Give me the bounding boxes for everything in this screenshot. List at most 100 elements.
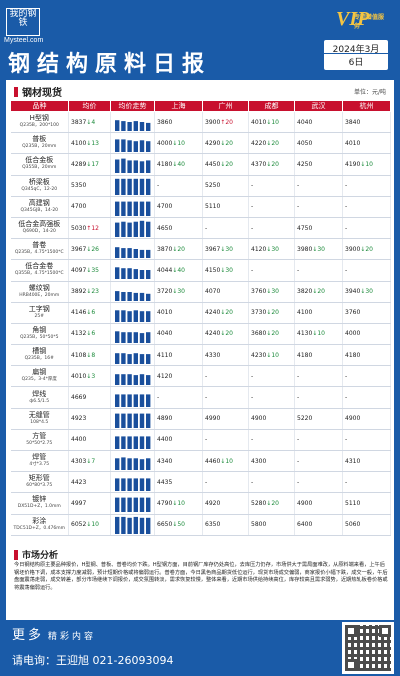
avg-price-cell: 4700 (68, 196, 111, 218)
trend-bar (115, 393, 120, 407)
trend-bar (133, 353, 138, 365)
city-price: 4920 (205, 499, 221, 507)
city-change: 30 (365, 288, 373, 296)
trend-bar (115, 498, 120, 513)
city-price-cell: - (294, 259, 343, 282)
city-price-cell: - (248, 471, 295, 494)
trend-sparkline (115, 310, 151, 322)
city-price-cell: 4750 (294, 217, 343, 240)
city-change: 30 (225, 245, 233, 253)
product-name-cell: 普板 Q235B，20mm (10, 132, 69, 155)
city-change: 30 (271, 245, 279, 253)
more-content-link[interactable]: 更多 精彩内容 (12, 624, 96, 643)
trend-bar (121, 374, 126, 386)
city-price-cell: 4400 (154, 429, 203, 452)
trend-bar (121, 436, 126, 449)
trend-bar (146, 498, 151, 513)
city-price: 4340 (157, 457, 173, 465)
city-price: 3870 (157, 245, 173, 253)
product-name-cell: 无缝管 108*4.5 (10, 408, 69, 430)
city-change: 10 (271, 351, 279, 359)
table-row: 普卷 Q235B，4.75*1500*C 3967↓26 3870↓20 3967↓30… (10, 238, 391, 261)
city-price: 4010 (157, 309, 173, 317)
city-price-cell: 4340 (154, 450, 203, 473)
city-price-cell: 4460↓10 (202, 450, 249, 473)
product-spec: Q235B，4.75*1500*C (14, 250, 64, 256)
trend-bar (139, 292, 145, 301)
trend-bar (139, 374, 145, 386)
trend-bar (127, 374, 132, 386)
trend-bar (146, 293, 151, 301)
city-price: 4460 (205, 457, 221, 465)
city-price: - (251, 436, 254, 444)
avg-price: 6052 (71, 521, 87, 529)
trend-chart-cell (110, 429, 155, 452)
trend-sparkline (115, 178, 151, 195)
avg-price-cell: 4146↓6 (68, 302, 111, 324)
trend-bar (139, 250, 145, 259)
trend-chart-cell (110, 344, 155, 367)
city-price: 4900 (345, 415, 361, 423)
city-price: 6350 (205, 521, 221, 529)
table-row: 扁钢 Q235，3-4*厚度 4010↓3 4120- - - - (10, 365, 391, 388)
avg-price-cell: 3967↓26 (68, 238, 111, 261)
column-header: 品种 (10, 100, 69, 112)
trend-sparkline (115, 159, 151, 174)
trend-bar (115, 374, 120, 386)
price-table: 品种 均价 均价走势 上海 广州 成都 武汉 杭州 H型钢 Q235B，200*100 3837↓… (10, 100, 391, 536)
avg-price-cell: 3892↓23 (68, 281, 111, 303)
trend-bar (139, 413, 145, 428)
product-name: 低合金卷 (25, 262, 54, 271)
change-arrow-icon: ↓ (266, 351, 272, 359)
city-price: 4435 (157, 478, 173, 486)
trend-bar (127, 222, 132, 238)
product-name-cell: 槽钢 Q235B，16# (10, 344, 69, 367)
trend-sparkline (115, 478, 151, 492)
product-spec: Q235B，200*100 (19, 123, 59, 129)
city-change: 20 (271, 330, 279, 338)
table-row: 低合金卷 Q355B，4.75*1500*C 4097↓35 4044↓40 4150↓… (10, 259, 391, 282)
city-price-cell: 6650↓50 (154, 514, 203, 536)
trend-chart-cell (110, 514, 155, 536)
city-price-cell: 4100 (294, 302, 343, 324)
trend-bar (133, 178, 138, 195)
trend-bar (139, 517, 145, 534)
city-price: - (297, 478, 300, 486)
trend-chart-cell (110, 175, 155, 197)
trend-bar (115, 247, 120, 259)
change-arrow-icon: ↓ (266, 288, 272, 296)
city-price: - (251, 478, 254, 486)
trend-chart-cell (110, 365, 155, 388)
city-price: - (205, 372, 208, 380)
product-name-cell: 普卷 Q235B，4.75*1500*C (10, 238, 69, 261)
city-change: 20 (271, 139, 279, 147)
avg-change: 12 (91, 224, 99, 232)
avg-price: 4097 (71, 266, 87, 274)
city-price: - (251, 203, 254, 211)
city-change: 20 (365, 245, 373, 253)
city-price: 4650 (157, 224, 173, 232)
trend-bar (146, 354, 151, 365)
change-arrow-icon: ↓ (172, 139, 178, 147)
city-price-cell: 4180↓40 (154, 153, 203, 176)
change-arrow-icon: ↓ (172, 160, 178, 168)
product-name-cell: 焊管 4寸*3.75 (10, 450, 69, 473)
table-row: 工字钢 25# 4146↓6 4010 4240↓20 3730↓20 4100 3760 (10, 302, 391, 324)
trend-bar (121, 516, 126, 534)
city-price: 4250 (297, 160, 313, 168)
city-change: 10 (317, 330, 325, 338)
qr-code-icon[interactable] (342, 622, 394, 674)
city-price-cell: 4110 (154, 344, 203, 367)
city-price: 4010 (251, 118, 267, 126)
city-price: 4050 (297, 139, 313, 147)
trend-bar (127, 458, 132, 471)
trend-chart-cell (110, 302, 155, 324)
date-box: 2024年3月 6日 (324, 40, 388, 70)
avg-price-cell: 6052↓10 (68, 514, 111, 536)
city-price: 4450 (205, 160, 221, 168)
trend-sparkline (115, 290, 151, 301)
city-price: - (297, 266, 300, 274)
trend-bar (127, 478, 132, 492)
change-arrow-icon: ↓ (220, 245, 226, 253)
city-price-cell: - (248, 365, 295, 388)
